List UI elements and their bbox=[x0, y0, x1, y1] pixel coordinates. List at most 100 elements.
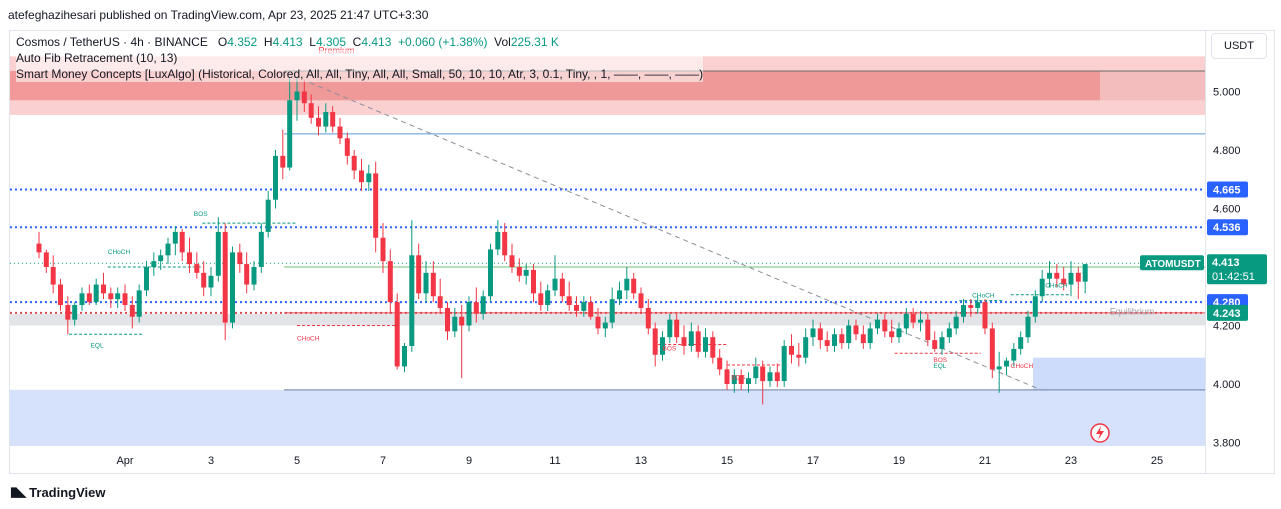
candle bbox=[638, 287, 644, 314]
candle-body bbox=[595, 316, 601, 329]
level-tag: 4.665 bbox=[1213, 184, 1241, 196]
candle bbox=[753, 357, 759, 384]
candle-body bbox=[144, 267, 149, 291]
candle bbox=[158, 249, 164, 270]
annotation-label: BOS bbox=[731, 375, 745, 382]
candle bbox=[65, 296, 71, 335]
candle bbox=[774, 363, 780, 387]
candle-body bbox=[559, 278, 565, 297]
x-tick-label: 21 bbox=[979, 455, 991, 467]
symbol-title[interactable]: Cosmos / TetherUS · 4h · BINANCE bbox=[16, 35, 208, 49]
candle bbox=[1068, 261, 1074, 297]
candle bbox=[301, 79, 307, 112]
candle-body bbox=[731, 375, 737, 384]
candle-body bbox=[803, 337, 809, 358]
candle-body bbox=[860, 334, 866, 344]
candle-body bbox=[631, 278, 637, 294]
candle bbox=[796, 343, 802, 367]
x-tick-label: 13 bbox=[635, 455, 647, 467]
x-tick-label: 15 bbox=[721, 455, 733, 467]
chart-frame[interactable] bbox=[9, 30, 1206, 474]
candle-body bbox=[502, 231, 508, 256]
candle bbox=[1025, 310, 1031, 344]
candle-body bbox=[430, 272, 436, 297]
x-tick-label: 5 bbox=[294, 455, 300, 467]
candle-body bbox=[746, 378, 751, 384]
candle bbox=[79, 287, 85, 311]
high-value: 4.413 bbox=[272, 35, 303, 49]
candle bbox=[50, 255, 56, 294]
level-tag: 4.243 bbox=[1213, 308, 1241, 320]
last-price-value: 4.413 bbox=[1212, 257, 1240, 269]
candle-body bbox=[43, 252, 49, 267]
annotation-label: CHoCH bbox=[972, 293, 995, 300]
candle-body bbox=[122, 293, 128, 306]
candle-body bbox=[760, 366, 766, 382]
candle bbox=[875, 313, 880, 335]
low-label: L bbox=[309, 35, 316, 49]
candle-body bbox=[187, 252, 192, 265]
candle-body bbox=[452, 316, 458, 332]
candle bbox=[645, 299, 651, 335]
candle bbox=[437, 278, 443, 314]
candle bbox=[280, 129, 286, 180]
candle bbox=[423, 261, 429, 303]
candle bbox=[609, 287, 615, 329]
candle bbox=[366, 164, 372, 191]
candle-body bbox=[115, 293, 121, 300]
x-tick-label: 23 bbox=[1065, 455, 1077, 467]
candle bbox=[803, 328, 809, 364]
y-tick-label: 4.600 bbox=[1213, 204, 1241, 216]
candle bbox=[294, 76, 300, 121]
candle-body bbox=[975, 302, 981, 308]
ohlc-row: Cosmos / TetherUS · 4h · BINANCE O4.352 … bbox=[16, 34, 703, 50]
candle bbox=[853, 319, 859, 341]
candle-body bbox=[946, 328, 952, 338]
candle-body bbox=[918, 319, 923, 323]
candle-body bbox=[996, 366, 1002, 370]
currency-button[interactable]: USDT bbox=[1211, 33, 1267, 59]
candle-body bbox=[201, 272, 207, 288]
candle bbox=[896, 322, 902, 344]
candle bbox=[731, 369, 737, 393]
annotation-label: Equilibrium bbox=[1110, 306, 1155, 316]
candle bbox=[230, 246, 235, 329]
candle-body bbox=[65, 305, 71, 320]
y-tick-label: 5.000 bbox=[1213, 87, 1241, 99]
candle bbox=[43, 249, 49, 273]
indicator-fib[interactable]: Auto Fib Retracement (10, 13) bbox=[16, 50, 704, 66]
indicator-smc[interactable]: Smart Money Concepts [LuxAlgo] (Historic… bbox=[16, 66, 704, 82]
candle-body bbox=[394, 302, 400, 367]
candle bbox=[308, 94, 314, 124]
candle bbox=[151, 252, 157, 276]
candle bbox=[101, 272, 106, 300]
candle-body bbox=[445, 307, 450, 332]
candle-body bbox=[294, 91, 300, 101]
annotation-label: CHoCH bbox=[297, 336, 320, 343]
candle bbox=[961, 299, 966, 323]
price-axis[interactable] bbox=[1206, 30, 1275, 474]
candle bbox=[566, 281, 572, 311]
candle bbox=[681, 325, 687, 355]
candle bbox=[251, 261, 257, 291]
candle bbox=[237, 243, 243, 273]
candle-body bbox=[961, 305, 966, 317]
candle bbox=[710, 331, 716, 364]
candle-body bbox=[538, 293, 544, 306]
tradingview-logo[interactable]: ▮◣ TradingView bbox=[10, 484, 106, 500]
candle-body bbox=[581, 302, 587, 311]
candle-body bbox=[789, 345, 794, 355]
candle bbox=[760, 360, 766, 405]
candle-body bbox=[72, 305, 78, 320]
candle-body bbox=[695, 331, 701, 352]
candle-body bbox=[437, 296, 443, 308]
volume-label: Vol bbox=[494, 35, 511, 49]
candle bbox=[466, 296, 472, 332]
candle-body bbox=[617, 290, 622, 300]
candle-body bbox=[516, 267, 522, 276]
candle-body bbox=[423, 272, 429, 294]
candle-body bbox=[968, 305, 974, 308]
candle-body bbox=[473, 302, 479, 314]
order-block-bullish bbox=[1033, 357, 1205, 390]
candle bbox=[316, 106, 321, 136]
